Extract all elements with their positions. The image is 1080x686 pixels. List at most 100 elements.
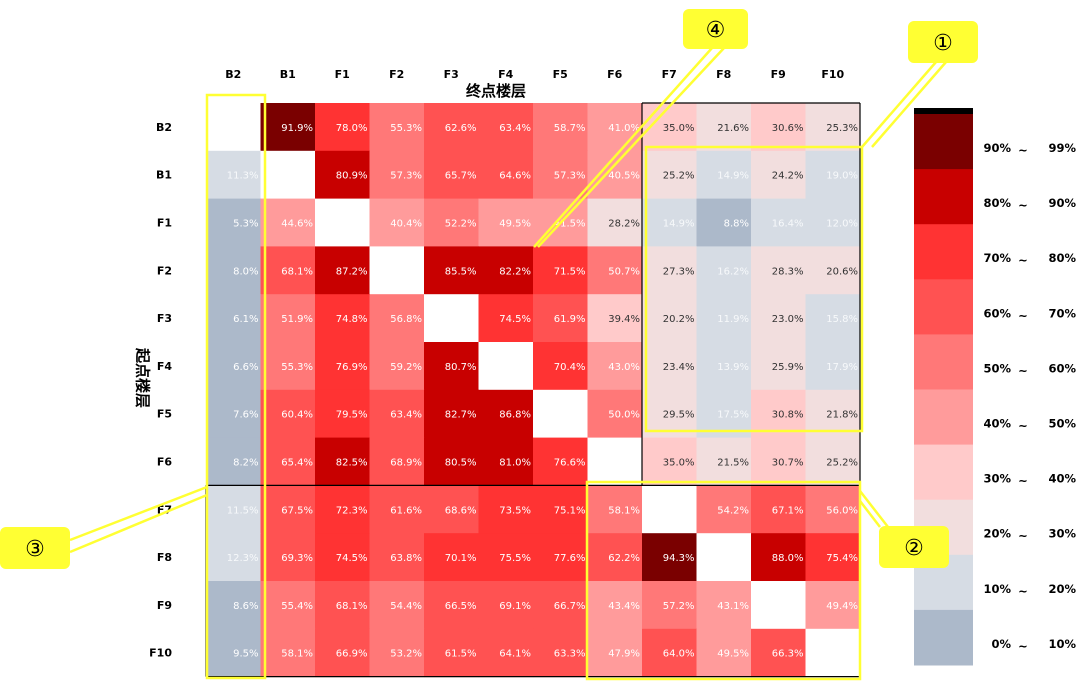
cell-value-label: 66.5% xyxy=(445,601,477,612)
heatmap-cell xyxy=(587,246,643,295)
callout-box xyxy=(0,527,70,569)
cell-value-label: 8.8% xyxy=(724,219,749,230)
cell-value-label: 25.2% xyxy=(826,458,858,469)
row-label: F3 xyxy=(157,312,172,325)
heatmap-cell xyxy=(751,342,806,391)
heatmap-cell xyxy=(642,533,697,582)
cell-value-label: 80.5% xyxy=(445,458,477,469)
heatmap-cell xyxy=(315,342,370,391)
cell-value-label: 67.1% xyxy=(772,505,804,516)
column-label: B1 xyxy=(280,68,296,81)
cell-value-label: 76.6% xyxy=(554,458,586,469)
cell-value-label: 17.9% xyxy=(826,362,858,373)
column-label: F6 xyxy=(607,68,623,81)
cell-value-label: 59.2% xyxy=(390,362,422,373)
cell-value-label: 39.4% xyxy=(608,314,640,325)
legend-from-label: 30% xyxy=(983,472,1011,486)
callout-number: ④ xyxy=(706,18,726,43)
legend-to-label: 80% xyxy=(1048,251,1076,265)
heatmap-cell xyxy=(587,294,643,343)
cell-value-label: 19.0% xyxy=(826,171,858,182)
heatmap-cell xyxy=(533,533,588,582)
callout-leader-line xyxy=(533,47,713,248)
heatmap-cell xyxy=(587,150,643,200)
cell-value-label: 28.3% xyxy=(772,266,804,277)
heatmap-cell xyxy=(424,485,479,534)
heatmap-cell xyxy=(315,103,370,152)
highlight-boxes xyxy=(205,93,864,681)
cell-value-label: 57.2% xyxy=(663,601,695,612)
legend-separator: ~ xyxy=(1018,143,1028,157)
cell-value-label: 25.9% xyxy=(772,362,804,373)
column-label: F3 xyxy=(444,68,459,81)
row-label: F9 xyxy=(157,599,172,612)
cell-value-label: 88.0% xyxy=(772,553,804,564)
cell-value-label: 50.0% xyxy=(608,410,640,421)
callout-leader-line xyxy=(871,61,947,148)
heatmap-cell xyxy=(478,628,534,678)
column-label: F2 xyxy=(389,68,404,81)
heatmap-cell xyxy=(642,342,697,391)
legend-from-label: 60% xyxy=(983,306,1011,320)
cell-value-label: 75.4% xyxy=(826,553,858,564)
heatmap-cell xyxy=(424,533,479,582)
cell-value-label: 14.9% xyxy=(663,219,695,230)
cell-value-label: 58.1% xyxy=(608,505,640,516)
cell-value-label: 25.3% xyxy=(826,123,858,134)
heatmap-cell xyxy=(478,581,534,630)
legend-from-label: 10% xyxy=(983,582,1011,596)
legend-separator: ~ xyxy=(1018,419,1028,433)
heatmap-cell xyxy=(751,581,806,630)
heatmap-cell xyxy=(206,533,261,582)
cell-value-label: 66.9% xyxy=(336,649,368,660)
heatmap-cell xyxy=(260,581,316,630)
cell-value-label: 58.1% xyxy=(281,649,313,660)
heatmap-cell xyxy=(260,294,316,343)
column-labels: B2 B1 F1 F2 F3 F4 F5 F6 F7 F8 F9 F10 xyxy=(225,68,844,81)
color-legend: 90% ~99% 80% ~90% 70% ~80% 60% ~70% 50% ~60% 40% ~5… xyxy=(914,108,1076,666)
cell-value-label: 60.4% xyxy=(281,410,313,421)
heatmap-cell xyxy=(751,246,806,295)
heatmap-cell xyxy=(424,342,479,391)
cell-value-label: 21.5% xyxy=(717,458,749,469)
heatmap-cell xyxy=(369,294,425,343)
column-label: F5 xyxy=(553,68,568,81)
heatmap-cell xyxy=(478,246,534,295)
cell-value-label: 12.3% xyxy=(227,553,259,564)
legend-separator: ~ xyxy=(1018,198,1028,212)
legend-separator: ~ xyxy=(1018,474,1028,488)
heatmap-cell xyxy=(260,628,316,678)
cell-value-label: 68.1% xyxy=(336,601,368,612)
callout-number: ① xyxy=(933,31,953,56)
cell-value-label: 41.5% xyxy=(554,219,586,230)
cell-value-label: 21.8% xyxy=(826,410,858,421)
heatmap-cell xyxy=(805,628,861,678)
heatmap-cell xyxy=(424,628,479,678)
heatmap-cell xyxy=(315,581,370,630)
cell-value-label: 63.4% xyxy=(390,410,422,421)
callout-leader-line xyxy=(861,61,937,148)
heatmap-cell xyxy=(533,103,588,152)
heatmap-cell xyxy=(260,485,316,534)
heatmap-cell xyxy=(260,246,316,295)
heatmap-cell xyxy=(642,150,697,200)
heatmap-cell xyxy=(533,581,588,630)
heatmap-cell xyxy=(315,150,370,200)
cell-value-label: 78.0% xyxy=(336,123,368,134)
cell-value-label: 85.5% xyxy=(445,266,477,277)
heatmap-cell xyxy=(206,581,261,630)
cell-value-label: 16.4% xyxy=(772,219,804,230)
heatmap-cell xyxy=(805,246,861,295)
cell-value-label: 66.3% xyxy=(772,649,804,660)
cell-value-label: 8.6% xyxy=(233,601,258,612)
heatmap-cell xyxy=(805,437,861,486)
heatmap-cell xyxy=(315,198,370,247)
legend-to-label: 50% xyxy=(1048,417,1076,431)
heatmap-cell xyxy=(696,581,752,630)
cell-value-label: 55.3% xyxy=(281,362,313,373)
heatmap-cell xyxy=(587,198,643,247)
cell-value-label: 49.5% xyxy=(717,649,749,660)
heatmap-cell xyxy=(206,294,261,343)
cell-value-label: 13.9% xyxy=(717,362,749,373)
y-axis-title-group: 起点楼层 xyxy=(134,347,152,408)
